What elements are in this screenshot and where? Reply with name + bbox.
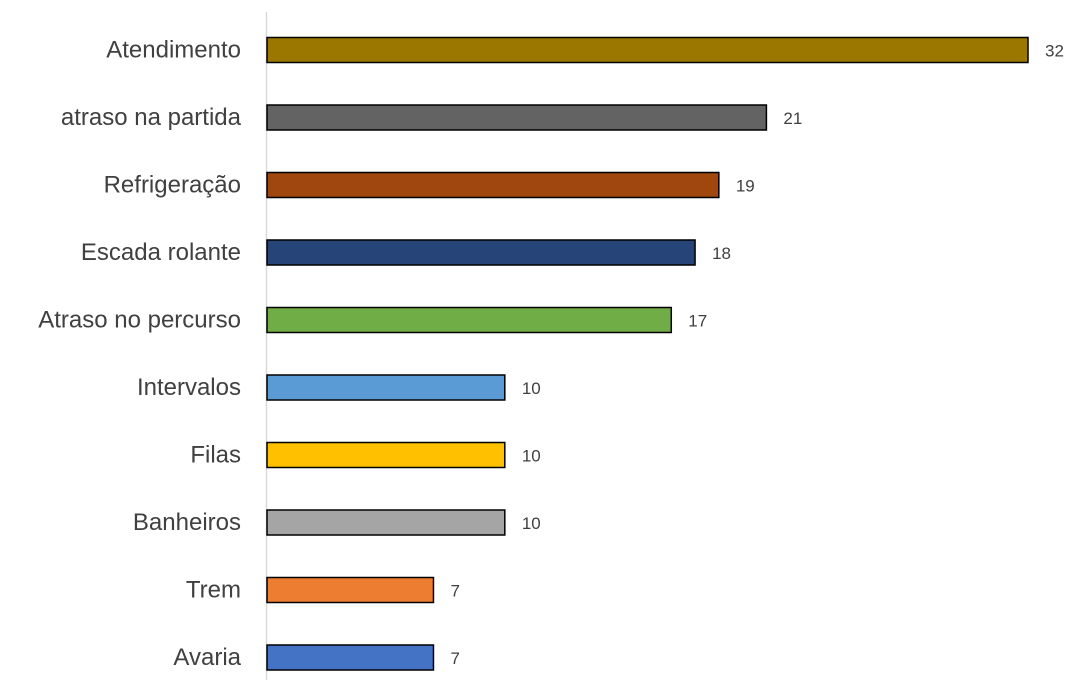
category-label-atraso-na-partida: atraso na partida — [61, 104, 242, 131]
category-label-atendimento: Atendimento — [106, 37, 241, 64]
bar-trem — [266, 576, 435, 604]
value-label-atraso-na-partida: 21 — [783, 109, 802, 128]
category-label-refrigeracao: Refrigeração — [104, 172, 241, 199]
bar-atendimento — [266, 36, 1029, 64]
bar-intervalos — [266, 374, 506, 401]
bar-atraso-na-partida — [266, 104, 768, 131]
category-label-filas: Filas — [190, 442, 241, 469]
bar-banheiros — [266, 509, 506, 536]
value-label-intervalos: 10 — [522, 379, 541, 398]
category-label-avaria: Avaria — [173, 644, 241, 671]
value-label-banheiros: 10 — [522, 514, 541, 533]
category-labels-group: Atendimento atraso na partida Refrigeração… — [38, 37, 241, 672]
value-label-escada-rolante: 18 — [712, 244, 731, 263]
bars-group — [266, 36, 1029, 671]
category-label-atraso-no-percurso: Atraso no percurso — [38, 307, 241, 334]
category-label-intervalos: Intervalos — [137, 374, 241, 401]
value-label-atendimento: 32 — [1045, 42, 1064, 61]
value-label-avaria: 7 — [450, 649, 459, 668]
value-label-refrigeracao: 19 — [736, 177, 755, 196]
value-labels-group: 32 21 19 18 17 10 10 10 7 7 — [450, 42, 1063, 669]
category-label-banheiros: Banheiros — [133, 509, 241, 536]
bar-escada-rolante — [266, 239, 696, 266]
bar-refrigeracao — [266, 171, 720, 199]
value-label-trem: 7 — [450, 582, 459, 601]
bar-filas — [266, 441, 506, 469]
category-label-trem: Trem — [186, 577, 241, 604]
bar-avaria — [266, 644, 435, 671]
value-label-filas: 10 — [522, 447, 541, 466]
value-label-atraso-no-percurso: 17 — [688, 312, 707, 331]
bar-atraso-no-percurso — [266, 306, 673, 334]
category-label-escada-rolante: Escada rolante — [81, 239, 241, 266]
